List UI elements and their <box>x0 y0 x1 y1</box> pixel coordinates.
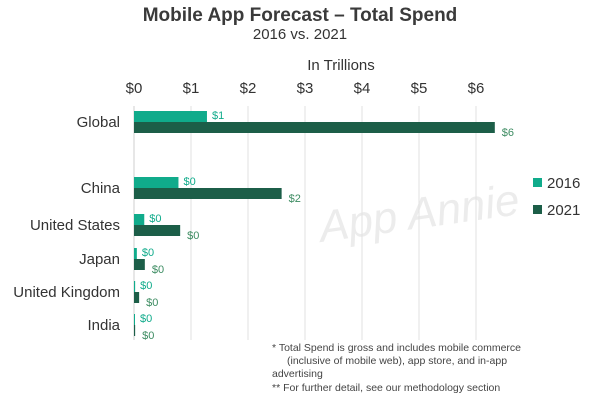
bar-2021-united-states <box>134 225 181 236</box>
data-label: $0 <box>142 247 154 259</box>
category-label: Global <box>77 114 120 131</box>
data-label: $0 <box>183 176 195 188</box>
data-label: $2 <box>289 193 301 205</box>
bar-2016-united-states <box>134 214 145 225</box>
data-label: $0 <box>152 264 164 276</box>
bar-2021-global <box>134 122 495 133</box>
x-axis-label: In Trillions <box>307 57 375 74</box>
x-tick-label: $0 <box>126 80 143 97</box>
legend-swatch-2021 <box>533 205 542 214</box>
data-label: $1 <box>212 110 224 122</box>
legend-label: 2021 <box>547 202 580 219</box>
data-label: $0 <box>140 280 152 292</box>
bar-2021-china <box>134 188 282 199</box>
data-label: $0 <box>140 313 152 325</box>
footnote: advertising <box>272 368 323 380</box>
data-label: $0 <box>187 230 199 242</box>
bar-2021-japan <box>134 259 145 270</box>
footnote: (inclusive of mobile web), app store, an… <box>287 355 507 367</box>
bar-2016-united-kingdom <box>134 281 136 292</box>
x-tick-label: $3 <box>297 80 314 97</box>
bar-2016-india <box>134 314 135 325</box>
footnote: * Total Spend is gross and includes mobi… <box>272 342 521 354</box>
bar-2021-india <box>134 325 136 336</box>
chart-subtitle: 2016 vs. 2021 <box>253 26 347 43</box>
data-label: $0 <box>142 330 154 342</box>
x-tick-label: $6 <box>468 80 485 97</box>
category-label: India <box>87 317 120 334</box>
x-tick-label: $2 <box>240 80 257 97</box>
category-label: United States <box>30 217 120 234</box>
footnote: ** For further detail, see our methodolo… <box>272 382 500 394</box>
bar-2021-united-kingdom <box>134 292 140 303</box>
category-label: China <box>81 180 121 197</box>
bar-2016-japan <box>134 248 137 259</box>
x-tick-label: $5 <box>411 80 428 97</box>
category-label: Japan <box>79 251 120 268</box>
x-tick-label: $1 <box>183 80 200 97</box>
data-label: $6 <box>502 127 514 139</box>
category-label: United Kingdom <box>13 284 120 301</box>
bar-2016-global <box>134 111 207 122</box>
legend-label: 2016 <box>547 175 580 192</box>
legend-swatch-2016 <box>533 178 542 187</box>
data-label: $0 <box>149 213 161 225</box>
chart-title: Mobile App Forecast – Total Spend <box>143 5 458 26</box>
bar-2016-china <box>134 177 179 188</box>
data-label: $0 <box>146 297 158 309</box>
watermark: App Annie <box>313 175 522 252</box>
x-tick-label: $4 <box>354 80 371 97</box>
